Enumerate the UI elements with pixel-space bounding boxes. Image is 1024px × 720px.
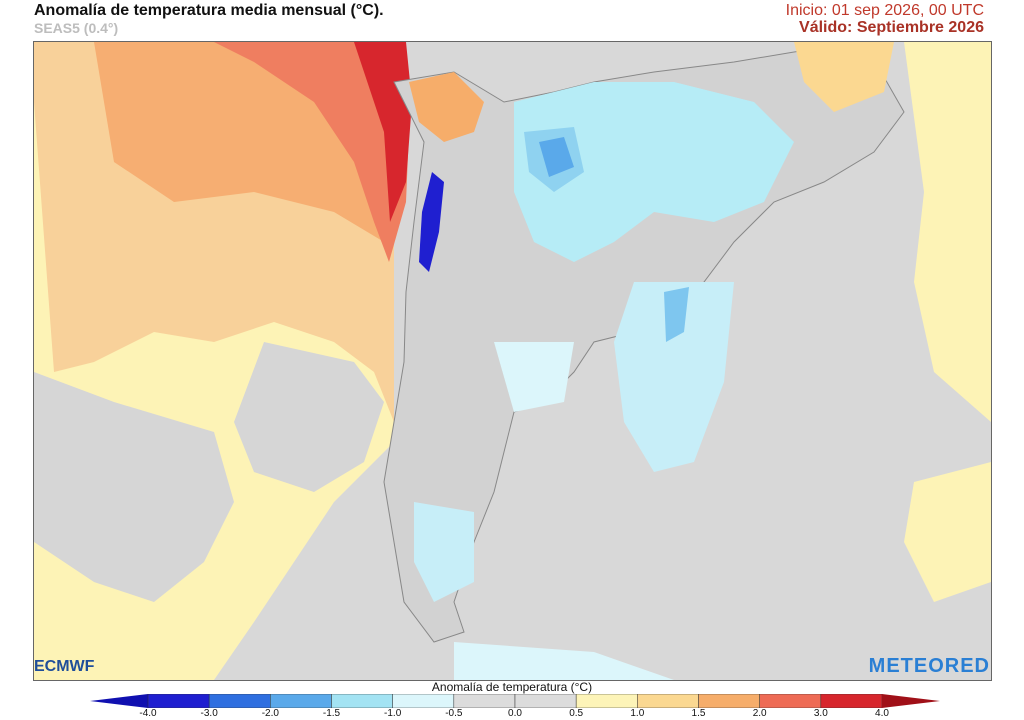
colorbar-tick-label: 1.5 [691,708,706,719]
colorbar-tick-label: 2.0 [752,708,767,719]
colorbar-segment [208,694,271,708]
model-subtitle: SEAS5 (0.4°) [34,20,119,36]
colorbar-tick-label: 3.0 [813,708,828,719]
colorbar-segment [698,694,760,708]
pacific-neutral-patch-2 [234,342,384,492]
colorbar-segment [453,694,516,708]
patagonia-cool-region [414,502,474,602]
colorbar-tick-label: -0.5 [445,708,463,719]
colorbar-tick-label: 4.0 [875,708,889,719]
colorbar-tick-label: 1.0 [630,708,645,719]
colorbar-min-arrow [90,694,148,708]
colorbar-segment [270,694,332,708]
ecmwf-logo: ECMWF [34,658,95,675]
colorbar-tick-label: -1.0 [384,708,402,719]
init-time: Inicio: 01 sep 2026, 00 UTC [785,2,984,19]
pacific-neutral-patch [34,372,234,602]
andes-cold-anomaly [419,172,444,272]
colorbar-segment [331,694,393,708]
brazil-warm-region [794,42,894,112]
colorbar-segment [759,694,822,708]
colorbar-segment [575,694,638,708]
meteored-logo: METEORED [868,655,990,677]
atlantic-cool-core [664,287,689,342]
colorbar-segment [514,694,577,708]
colorbar-segment [392,694,455,708]
colorbar-tick-label: -1.5 [322,708,341,719]
colorbar-tick-label: -4.0 [139,708,157,719]
colorbar-tick-label: 0.5 [569,708,584,719]
drake-cool-band [454,642,674,680]
colorbar-segment [637,694,699,708]
colorbar [90,694,940,708]
colorbar-ticks: -4.0 -3.0 -2.0 -1.5 -1.0 -0.5 0.0 0.5 1.0 1.5 2.0 3… [0,708,1024,720]
map-canvas [34,42,991,680]
colorbar-segment [147,694,210,708]
atlantic-cool-band [614,282,734,472]
northern-cool-region [514,82,794,262]
coastal-hot-region [214,42,409,262]
atlantic-warm-region-south [904,462,991,602]
chaco-cold-core [539,137,574,177]
atlantic-warm-region-north [904,42,991,422]
andes-warm-anomaly [409,72,484,142]
colorbar-tick-label: -2.0 [261,708,279,719]
pampa-cool-region [494,342,574,412]
colorbar-segment [820,694,883,708]
colorbar-tick-label: -3.0 [200,708,218,719]
anomaly-map [33,41,992,681]
valid-period: Válido: Septiembre 2026 [799,19,984,36]
colorbar-max-arrow [882,694,940,708]
colorbar-tick-label: 0.0 [508,708,522,719]
map-title: Anomalía de temperatura media mensual (°… [34,2,384,19]
colorbar-title: Anomalía de temperatura (°C) [431,680,593,694]
